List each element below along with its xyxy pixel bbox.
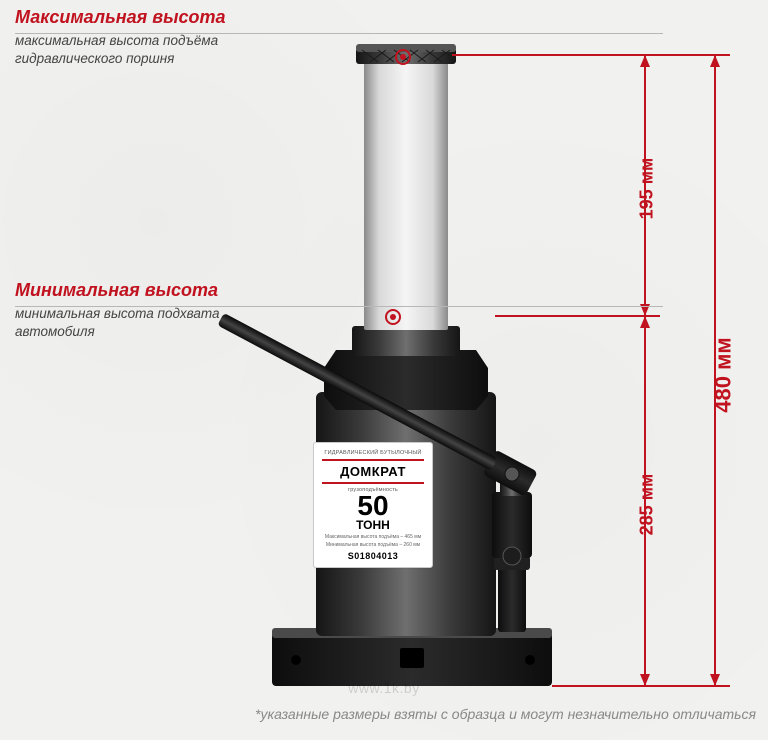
- product-label-capacity-unit: ТОНН: [322, 518, 424, 532]
- annotation-max-desc: максимальная высота подъёма гидравлическ…: [15, 32, 295, 68]
- footnote: *указанные размеры взяты с образца и мог…: [255, 706, 756, 722]
- annotation-min-desc: минимальная высота подхвата автомобиля: [15, 305, 295, 341]
- product-label-pretitle: ГИДРАВЛИЧЕСКИЙ БУТЫЛОЧНЫЙ: [322, 450, 424, 456]
- product-label-redbar2: [322, 482, 424, 484]
- watermark: www.1k.by: [348, 680, 419, 696]
- product-label-spec1: Максимальная высота подъёма – 465 мм: [322, 534, 424, 540]
- annotation-max-title: Максимальная высота: [15, 7, 295, 28]
- annotation-min-title: Минимальная высота: [15, 280, 295, 301]
- dimension-piston-label: 195 мм: [636, 158, 657, 220]
- product-label-capacity-value: 50: [322, 493, 424, 520]
- dimension-total-label: 480 мм: [711, 337, 737, 412]
- dimension-body-label: 285 мм: [636, 474, 657, 536]
- infographic-canvas: Максимальная высота максимальная высота …: [0, 0, 768, 740]
- product-label-brand: ДОМКРАТ: [322, 464, 424, 479]
- product-label-redbar: [322, 459, 424, 461]
- product-label: ГИДРАВЛИЧЕСКИЙ БУТЫЛОЧНЫЙ ДОМКРАТ грузоп…: [313, 442, 433, 568]
- annotation-min-height: Минимальная высота минимальная высота по…: [15, 280, 295, 341]
- product-label-spec2: Минимальная высота подъёма – 260 мм: [322, 542, 424, 548]
- jack-illustration: [0, 0, 768, 740]
- product-label-sku: S01804013: [322, 551, 424, 561]
- annotation-max-height: Максимальная высота максимальная высота …: [15, 7, 295, 68]
